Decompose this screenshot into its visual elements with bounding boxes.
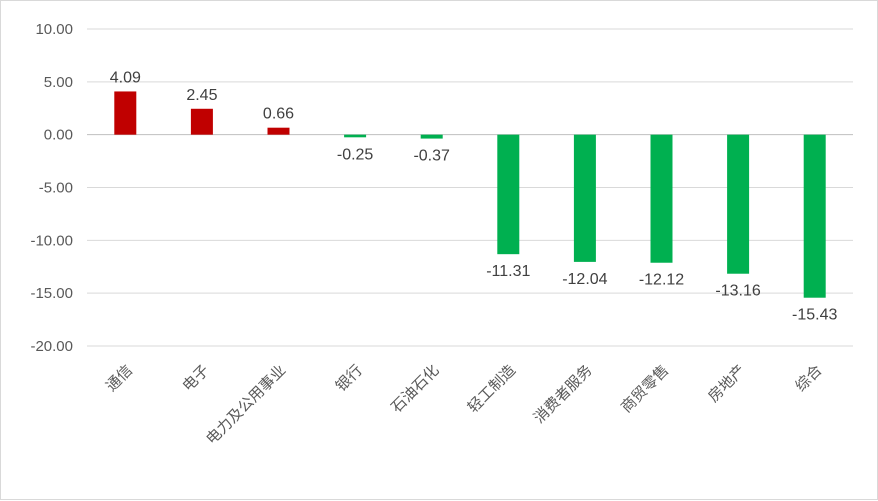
x-category-label: 电力及公用事业: [202, 361, 289, 448]
bar: [190, 108, 213, 135]
y-tick-label: -10.00: [30, 232, 73, 249]
data-label: -0.25: [337, 146, 374, 163]
data-label: 0.66: [263, 106, 294, 123]
bar: [803, 134, 826, 298]
y-tick-label: 0.00: [44, 127, 73, 144]
data-label: 2.45: [186, 87, 217, 104]
y-axis-ticks: 10.00 5.00 0.00 -5.00 -10.00 -15.00 -20.00: [30, 21, 73, 355]
y-tick-label: -15.00: [30, 285, 73, 302]
x-category-label: 电子: [179, 361, 213, 395]
x-category-label: 石油石化: [387, 361, 442, 416]
data-labels: 4.09 2.45 0.66 -0.25 -0.37 -11.31 -12.04 -12.12…: [110, 69, 838, 323]
bar: [650, 134, 673, 263]
y-tick-label: 5.00: [44, 74, 73, 91]
data-label: -0.37: [413, 148, 450, 165]
x-category-label: 房地产: [704, 361, 749, 406]
y-tick-label: -5.00: [39, 180, 73, 197]
x-category-label: 综合: [792, 361, 826, 395]
gridlines: [87, 28, 853, 347]
x-category-label: 商贸零售: [617, 361, 672, 416]
data-label: -12.04: [562, 271, 607, 288]
data-label: -12.12: [639, 272, 684, 289]
data-label: 4.09: [110, 69, 141, 86]
y-tick-label: 10.00: [35, 21, 73, 38]
bar: [420, 134, 443, 139]
x-category-label: 通信: [102, 361, 136, 395]
bar: [344, 134, 367, 138]
data-label: -15.43: [792, 307, 837, 324]
data-label: -13.16: [715, 283, 760, 300]
bar: [267, 127, 290, 135]
y-tick-label: -20.00: [30, 338, 73, 355]
x-category-label: 消费者服务: [530, 361, 596, 427]
data-label: -11.31: [486, 263, 530, 280]
bar: [727, 134, 750, 274]
x-category-label: 银行: [332, 361, 366, 395]
bars: [114, 91, 826, 298]
bar: [497, 134, 520, 255]
x-category-label: 轻工制造: [464, 361, 519, 416]
bar: [114, 91, 137, 135]
bar: [573, 134, 596, 262]
